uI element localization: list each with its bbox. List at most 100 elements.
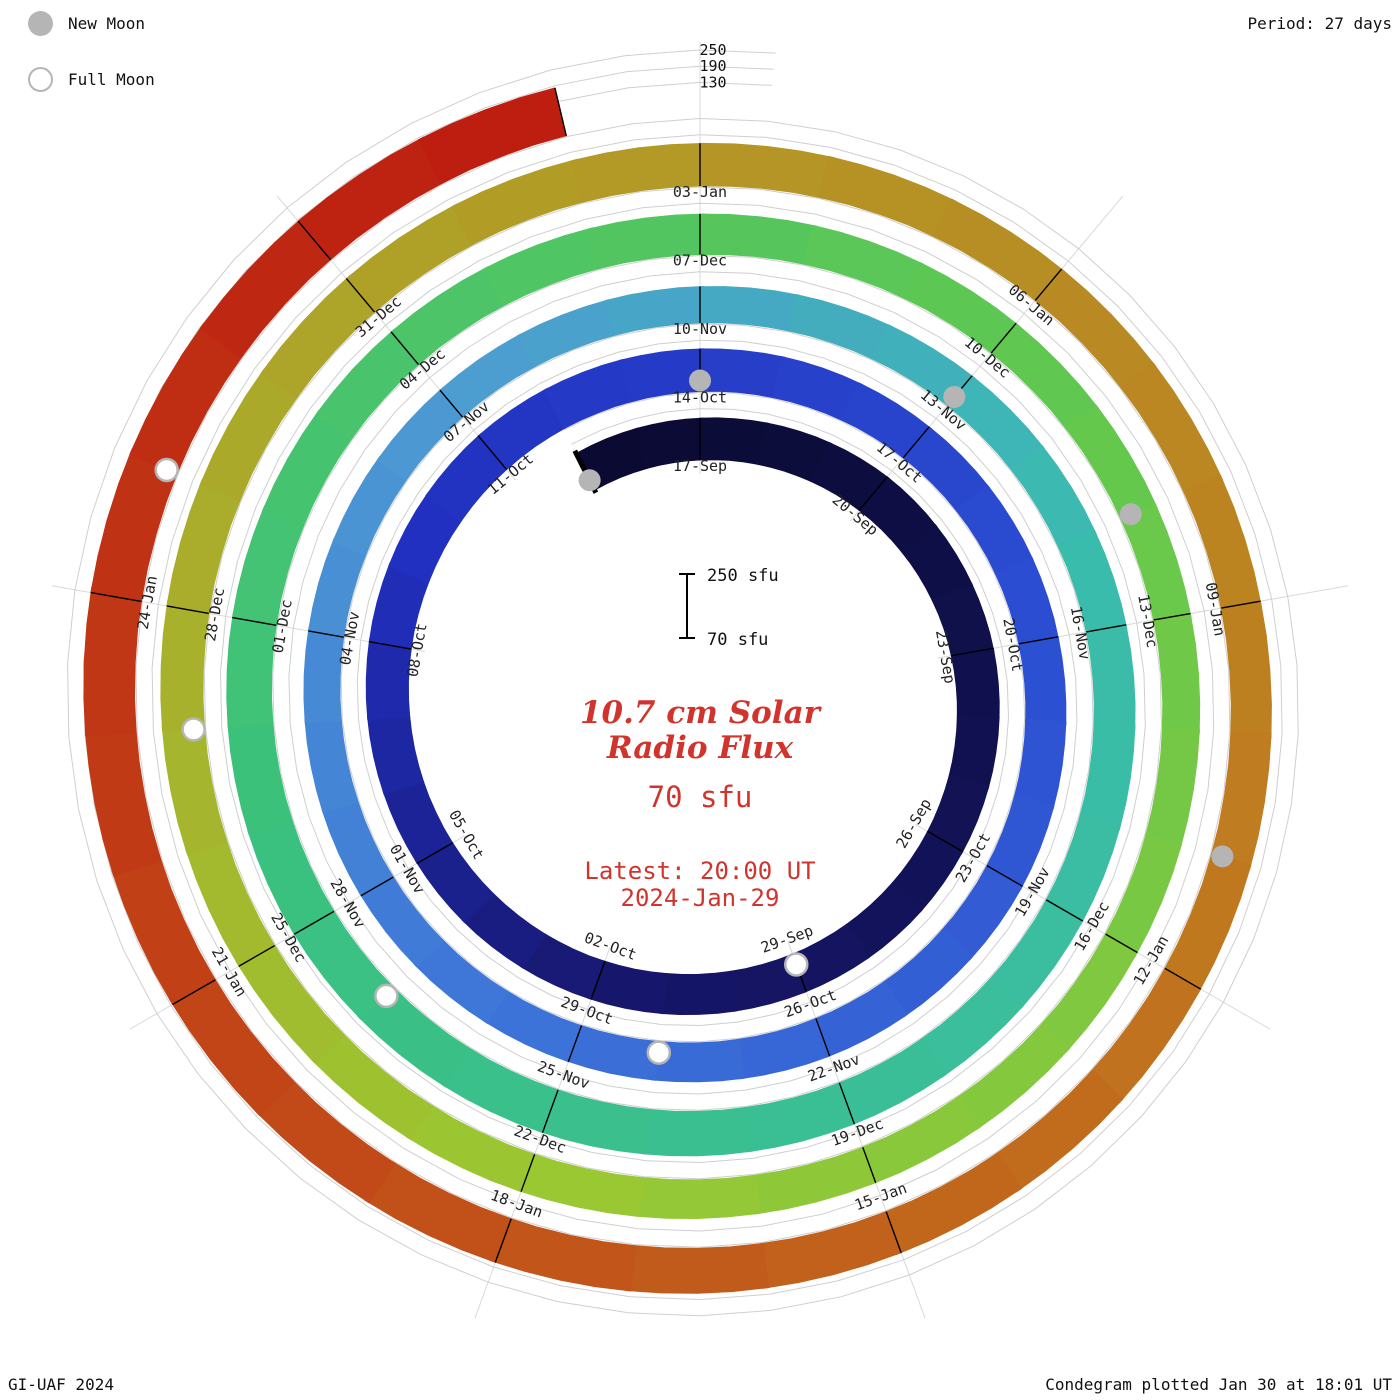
radial-scale-label: 250 bbox=[699, 41, 726, 59]
legend-full-moon-label: Full Moon bbox=[68, 69, 155, 89]
segment-tick bbox=[567, 1025, 583, 1062]
segment-tick bbox=[416, 842, 453, 864]
segment-tick bbox=[360, 876, 394, 897]
flux-segment bbox=[1085, 624, 1136, 730]
full-moon-marker bbox=[181, 717, 206, 742]
flux-segment bbox=[624, 1242, 770, 1294]
flux-segment bbox=[84, 727, 162, 877]
segment-tick bbox=[986, 865, 1023, 887]
flux-segment bbox=[950, 647, 1000, 721]
credit-label: GI-UAF 2024 bbox=[8, 1375, 114, 1394]
segment-tick bbox=[166, 605, 209, 615]
flux-segment bbox=[365, 638, 413, 720]
plotted-timestamp-label: Condegram plotted Jan 30 at 18:01 UT bbox=[1045, 1375, 1392, 1394]
flux-segment bbox=[1183, 474, 1262, 614]
flux-segment bbox=[659, 970, 737, 1016]
new-moon-marker bbox=[1211, 845, 1234, 868]
flux-segment bbox=[802, 224, 925, 300]
guide-spiral-190 bbox=[83, 65, 1283, 1301]
flux-segment bbox=[642, 1106, 754, 1157]
radial-scale-label: 130 bbox=[699, 73, 726, 91]
segment-tick bbox=[541, 1089, 559, 1133]
flux-segment bbox=[1102, 833, 1183, 958]
segment-tick bbox=[520, 1154, 536, 1192]
segment-tick bbox=[1105, 933, 1138, 954]
segment-tick bbox=[232, 616, 277, 626]
legend-row-new-moon: New Moon bbox=[28, 6, 155, 40]
legend-new-moon-label: New Moon bbox=[68, 13, 146, 33]
flux-segment bbox=[1009, 444, 1097, 550]
flux-segment bbox=[489, 1216, 637, 1292]
segment-tick bbox=[858, 476, 888, 511]
scale-bar-top-label: 250 sfu bbox=[707, 566, 779, 586]
new-moon-marker bbox=[689, 369, 711, 392]
full-moon-marker bbox=[784, 952, 809, 977]
segment-tick bbox=[1045, 899, 1084, 922]
radial-scale-label: 190 bbox=[699, 57, 726, 75]
new-moon-marker bbox=[578, 469, 601, 492]
segment-tick bbox=[1018, 636, 1059, 645]
flux-segment bbox=[482, 227, 603, 307]
grid-spoke bbox=[787, 940, 926, 1319]
segment-tick bbox=[494, 1218, 512, 1263]
flux-segment bbox=[1144, 726, 1200, 850]
grid-spoke bbox=[849, 195, 1124, 522]
period-label: Period: 27 days bbox=[1247, 14, 1393, 33]
legend-row-full-moon: Full Moon bbox=[28, 62, 155, 96]
full-moon-icon bbox=[28, 66, 53, 92]
date-label: 17-Sep bbox=[673, 457, 727, 475]
segment-tick bbox=[293, 910, 335, 935]
segment-tick bbox=[90, 591, 142, 603]
segment-tick bbox=[902, 426, 930, 459]
flux-segment bbox=[1079, 722, 1136, 831]
segment-tick bbox=[1086, 624, 1127, 633]
guide-spiral-250 bbox=[67, 49, 1299, 1317]
segment-tick bbox=[951, 647, 994, 657]
scale-bar-bottom-label: 70 sfu bbox=[707, 630, 768, 650]
segment-tick bbox=[369, 640, 412, 650]
flux-segment bbox=[451, 158, 588, 246]
segment-tick bbox=[862, 1147, 877, 1184]
segment-tick bbox=[308, 630, 344, 638]
segment-tick bbox=[345, 278, 376, 313]
date-label: 14-Oct bbox=[673, 389, 727, 407]
segment-tick bbox=[927, 830, 964, 853]
segment-tick bbox=[297, 220, 332, 261]
flux-segment bbox=[1057, 529, 1128, 636]
segment-tick bbox=[477, 435, 508, 470]
flux-segment bbox=[1018, 636, 1067, 726]
flux-segment bbox=[303, 626, 345, 724]
segment-tick bbox=[838, 1082, 855, 1125]
new-moon-icon bbox=[28, 10, 53, 36]
segment-tick bbox=[1153, 612, 1191, 621]
segment-tick bbox=[172, 979, 216, 1006]
segment-tick bbox=[1164, 967, 1202, 990]
segment-tick bbox=[1221, 600, 1261, 609]
flux-segment bbox=[83, 586, 143, 737]
flux-segment bbox=[634, 1174, 761, 1220]
segment-tick bbox=[990, 322, 1017, 354]
flux-segment bbox=[818, 155, 957, 239]
grid-spoke bbox=[915, 823, 1271, 1030]
flux-segment bbox=[366, 713, 425, 796]
date-label: 07-Dec bbox=[673, 252, 727, 270]
segment-tick bbox=[439, 389, 464, 418]
date-label: 10-Nov bbox=[673, 320, 727, 338]
flux-segment bbox=[226, 612, 278, 728]
full-moon-marker bbox=[374, 983, 399, 1009]
moon-legend: New Moon Full Moon bbox=[28, 6, 155, 118]
segment-tick bbox=[815, 1018, 831, 1057]
grid-spoke bbox=[937, 585, 1349, 659]
segment-tick bbox=[885, 1211, 902, 1253]
full-moon-marker bbox=[646, 1040, 672, 1065]
segment-tick bbox=[238, 944, 275, 967]
flux-segment bbox=[304, 717, 359, 814]
new-moon-marker bbox=[1119, 503, 1142, 526]
flux-segment bbox=[758, 1211, 902, 1289]
flux-segment bbox=[227, 720, 294, 836]
segment-tick bbox=[390, 331, 420, 366]
segment-tick bbox=[590, 961, 606, 1000]
date-label: 03-Jan bbox=[673, 183, 727, 201]
